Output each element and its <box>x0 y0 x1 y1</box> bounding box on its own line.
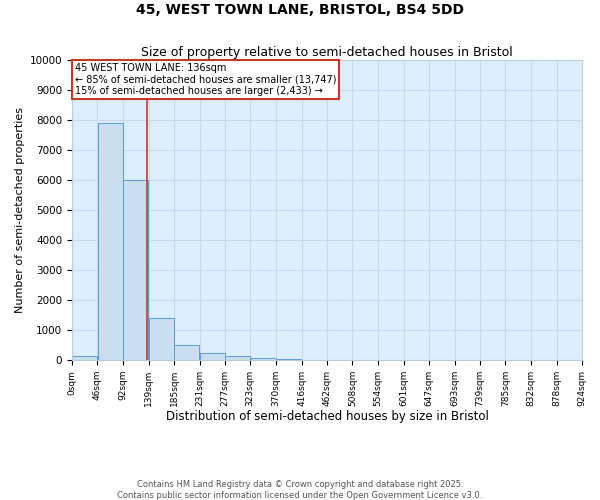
Bar <box>123 180 148 360</box>
Bar <box>277 358 301 360</box>
Bar <box>149 318 174 360</box>
Title: Size of property relative to semi-detached houses in Bristol: Size of property relative to semi-detach… <box>141 46 513 59</box>
Bar <box>200 352 224 360</box>
Text: Contains HM Land Registry data © Crown copyright and database right 2025.
Contai: Contains HM Land Registry data © Crown c… <box>118 480 482 500</box>
Bar <box>251 358 276 360</box>
Bar <box>98 123 122 360</box>
Bar <box>175 345 199 360</box>
Bar <box>72 356 97 360</box>
X-axis label: Distribution of semi-detached houses by size in Bristol: Distribution of semi-detached houses by … <box>166 410 488 424</box>
Text: 45 WEST TOWN LANE: 136sqm
← 85% of semi-detached houses are smaller (13,747)
15%: 45 WEST TOWN LANE: 136sqm ← 85% of semi-… <box>74 63 336 96</box>
Y-axis label: Number of semi-detached properties: Number of semi-detached properties <box>16 107 25 313</box>
Text: 45, WEST TOWN LANE, BRISTOL, BS4 5DD: 45, WEST TOWN LANE, BRISTOL, BS4 5DD <box>136 2 464 16</box>
Bar <box>225 356 250 360</box>
